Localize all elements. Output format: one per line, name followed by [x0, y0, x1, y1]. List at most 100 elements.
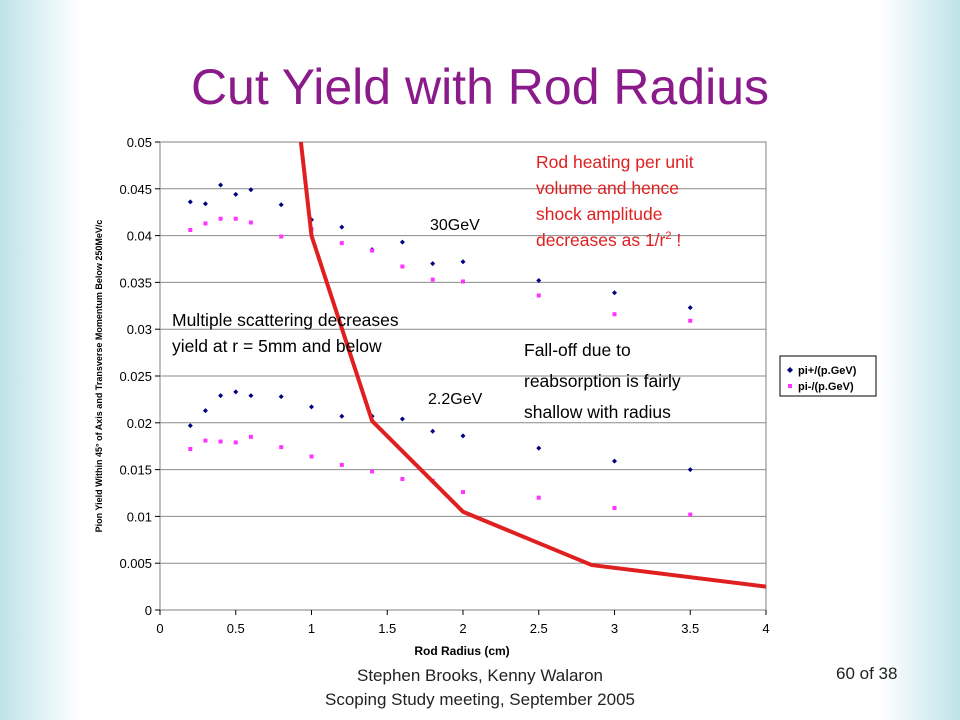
label-30gev: 30GeV: [430, 217, 480, 234]
point-pi-minus: [370, 469, 375, 474]
scattering-line-1: Multiple scattering decreases: [172, 310, 399, 330]
point-pi-minus: [188, 447, 193, 452]
legend: pi+/(p.GeV) pi-/(p.GeV): [779, 355, 877, 397]
point-pi-minus: [612, 505, 617, 510]
point-pi-plus: [339, 413, 345, 419]
point-pi-plus: [278, 202, 284, 208]
point-pi-minus: [248, 220, 253, 225]
point-pi-minus: [233, 216, 238, 221]
falloff-line-2: reabsorption is fairly: [524, 371, 681, 391]
point-pi-plus: [218, 182, 224, 188]
point-pi-minus: [203, 438, 208, 443]
heating-annotation: Rod heating per unit volume and hence sh…: [536, 152, 694, 250]
scattering-annotation: Multiple scattering decreases yield at r…: [172, 310, 399, 356]
heating-line-1: Rod heating per unit: [536, 152, 694, 172]
legend-label-pi-plus: pi+/(p.GeV): [798, 365, 857, 377]
point-pi-plus: [278, 394, 284, 400]
footer-credits: Stephen Brooks, Kenny Walaron Scoping St…: [300, 664, 660, 712]
x-tick-label: 0.5: [227, 621, 245, 636]
point-pi-minus: [536, 293, 541, 298]
point-pi-plus: [233, 191, 239, 197]
falloff-annotation: Fall-off due to reabsorption is fairly s…: [524, 340, 681, 422]
point-pi-minus: [279, 445, 284, 450]
point-pi-plus: [612, 290, 617, 296]
footer-meeting: Scoping Study meeting, September 2005: [325, 690, 635, 709]
heating-line-4-suffix: !: [672, 230, 682, 250]
y-axis-label: Pion Yield Within 45° of Axis and Transv…: [94, 220, 104, 533]
point-pi-minus: [461, 490, 465, 495]
legend-marker-pi-minus: [788, 384, 792, 388]
point-pi-plus: [399, 416, 405, 422]
y-tick-label: 0.025: [119, 369, 152, 384]
point-pi-plus: [460, 259, 466, 265]
heating-line-4-prefix: decreases as 1/r: [536, 230, 666, 250]
heating-line-3: shock amplitude: [536, 204, 662, 224]
point-pi-plus: [430, 261, 436, 267]
point-pi-minus: [279, 234, 284, 239]
point-pi-plus: [202, 201, 208, 207]
point-pi-minus: [612, 312, 617, 317]
slide-title: Cut Yield with Rod Radius: [190, 59, 770, 115]
point-pi-plus: [202, 408, 208, 414]
heating-line-2: volume and hence: [536, 178, 679, 198]
y-tick-label: 0.035: [119, 275, 152, 290]
point-pi-minus: [188, 227, 193, 232]
y-tick-label: 0.04: [127, 229, 152, 244]
x-axis-ticks: 0 0.5 1 1.5 2 2.5 3 3.5 4: [156, 610, 770, 636]
heating-superscript: 2: [665, 230, 671, 242]
point-pi-minus: [400, 264, 405, 269]
point-pi-plus: [233, 389, 239, 395]
point-pi-plus: [248, 187, 254, 193]
falloff-line-1: Fall-off due to: [524, 340, 631, 360]
point-pi-plus: [687, 467, 693, 473]
point-pi-minus: [400, 476, 405, 481]
point-pi-minus: [218, 439, 223, 444]
point-pi-minus: [233, 440, 238, 445]
point-pi-plus: [687, 305, 693, 311]
point-pi-plus: [430, 428, 436, 434]
footer-authors: Stephen Brooks, Kenny Walaron: [356, 666, 603, 685]
x-tick-label: 2: [459, 621, 466, 636]
point-pi-plus: [187, 423, 193, 429]
point-pi-minus: [370, 248, 375, 253]
y-tick-label: 0.03: [127, 322, 152, 337]
falloff-line-3: shallow with radius: [524, 402, 671, 422]
y-axis-ticks: 0 0.005 0.01 0.015 0.02 0.025 0.03 0.035 0.04 0.0…: [119, 135, 160, 618]
x-axis-label: Rod Radius (cm): [414, 644, 509, 658]
y-tick-label: 0.015: [119, 463, 152, 478]
point-pi-plus: [399, 239, 405, 245]
point-pi-minus: [339, 241, 344, 246]
y-tick-label: 0.01: [127, 509, 152, 524]
point-pi-minus: [430, 277, 435, 282]
point-pi-minus: [218, 216, 223, 221]
legend-label-pi-minus: pi-/(p.GeV): [798, 381, 854, 393]
point-pi-minus: [248, 434, 253, 439]
y-tick-label: 0.02: [127, 416, 152, 431]
legend-box: [779, 355, 877, 397]
point-pi-plus: [248, 393, 254, 399]
heating-curve: [298, 141, 767, 589]
point-pi-minus: [309, 454, 314, 459]
point-pi-minus: [461, 279, 465, 284]
point-pi-plus: [339, 224, 345, 230]
point-pi-minus: [339, 462, 344, 467]
x-tick-label: 1.5: [378, 621, 396, 636]
point-pi-plus: [218, 393, 224, 399]
y-tick-label: 0.05: [127, 135, 152, 150]
legend-marker-pi-plus: [787, 367, 793, 373]
point-pi-plus: [536, 445, 542, 451]
y-tick-label: 0: [145, 603, 152, 618]
y-tick-label: 0.045: [119, 182, 152, 197]
heating-line-4: decreases as 1/r2 !: [536, 230, 681, 250]
x-tick-label: 3.5: [681, 621, 699, 636]
point-pi-plus: [187, 199, 193, 205]
point-pi-plus: [460, 433, 466, 439]
point-pi-plus: [309, 404, 314, 410]
point-pi-minus: [203, 221, 208, 226]
scattering-line-2: yield at r = 5mm and below: [172, 336, 382, 356]
x-tick-label: 0: [156, 621, 163, 636]
point-pi-minus: [688, 512, 693, 517]
point-pi-minus: [688, 318, 693, 323]
label-2-2gev: 2.2GeV: [428, 391, 483, 408]
